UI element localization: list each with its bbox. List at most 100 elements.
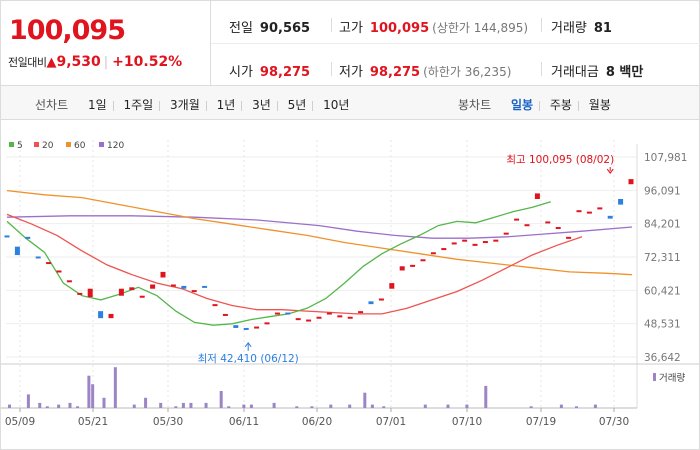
stat-value: 81: [593, 21, 612, 36]
candle: [358, 311, 364, 314]
candle: [472, 243, 478, 246]
stat-value: 98,275: [259, 65, 311, 80]
candle: [212, 304, 218, 307]
candle: [170, 284, 176, 287]
volume-bar: [144, 397, 148, 408]
volume-bar: [76, 406, 80, 408]
candle: [202, 285, 208, 288]
stat-trade-value: 거래대금 8 백만: [551, 61, 643, 80]
up-arrow-icon: ▲: [46, 55, 57, 70]
candle-period-monthly[interactable]: 월봉: [588, 98, 611, 112]
volume-bar: [348, 404, 352, 408]
stat-value: 98,275: [369, 65, 421, 80]
stat-label: 저가: [339, 65, 363, 80]
stat-low: 저가 98,275 (하한가 36,235): [339, 61, 511, 80]
stat-label: 거래량: [551, 21, 587, 36]
volume-bar: [102, 397, 106, 408]
volume-bar: [57, 404, 61, 408]
volume-bar: [45, 406, 49, 408]
y-tick-label: 96,091: [644, 185, 681, 197]
line-period-5y[interactable]: 5년: [287, 98, 307, 112]
stock-chart: 107,981 96,091 84,201 72,311 60,421 48,531 36,…: [0, 120, 700, 450]
legend-swatch: [66, 142, 71, 147]
volume-bar: [219, 391, 223, 408]
candle: [399, 266, 405, 271]
x-tick-label: 07/01: [376, 416, 406, 428]
candle: [524, 224, 530, 227]
candle: [46, 262, 52, 265]
candle: [264, 322, 270, 325]
candle: [77, 292, 83, 295]
volume-bar: [329, 404, 333, 408]
volume-bar: [132, 404, 136, 408]
volume-bar: [181, 402, 185, 408]
chart-canvas: 107,981 96,091 84,201 72,311 60,421 48,531 36,…: [1, 140, 699, 428]
volume-bar: [423, 404, 427, 408]
high-arrow-icon: [606, 168, 614, 174]
candle: [503, 232, 509, 235]
candle: [98, 311, 104, 319]
candle: [160, 271, 166, 278]
x-tick-label: 05/30: [153, 416, 183, 428]
x-tick-label: 05/21: [78, 416, 108, 428]
volume-bar: [465, 404, 469, 408]
candle: [441, 248, 447, 251]
line-period-1y[interactable]: 1년: [216, 98, 236, 112]
divider: [241, 100, 243, 111]
y-tick-label: 36,642: [644, 352, 681, 364]
upper-limit: (상한가 144,895): [432, 21, 529, 35]
quote-panel: 100,095 전일대비▲9,530 | +10.52% 전일 90,565 고가 10…: [0, 0, 700, 86]
volume-bar: [26, 394, 30, 408]
volume-bar: [8, 404, 11, 408]
legend-label: 60: [74, 141, 86, 151]
change-separator: |: [103, 55, 109, 70]
divider: [541, 62, 542, 76]
volume-bar: [295, 406, 299, 408]
volume-bar: [204, 402, 208, 408]
candle: [597, 207, 603, 210]
candle: [222, 313, 228, 316]
stat-label: 전일: [229, 21, 253, 36]
divider: [159, 100, 161, 111]
stat-label: 거래대금: [551, 65, 599, 80]
candle: [628, 179, 634, 185]
current-price: 100,095: [9, 15, 126, 46]
candle: [306, 319, 312, 322]
volume-bar: [272, 402, 276, 408]
line-period-3m[interactable]: 3개월: [170, 98, 200, 112]
candle-period-weekly[interactable]: 주봉: [549, 98, 572, 112]
candle: [493, 239, 499, 242]
stat-value: 90,565: [259, 21, 311, 36]
volume-bar: [68, 402, 72, 408]
change-percent: +10.52%: [112, 54, 183, 70]
candle: [451, 242, 457, 245]
divider: [331, 62, 332, 76]
volume-bar: [159, 402, 163, 408]
legend-label: 20: [42, 141, 54, 151]
volume-bar: [484, 385, 488, 408]
candle: [545, 221, 551, 224]
stat-label: 시가: [229, 65, 253, 80]
candle: [576, 210, 582, 213]
candle-period-daily[interactable]: 일봉: [510, 98, 534, 112]
line-period-3y[interactable]: 3년: [252, 98, 271, 112]
stat-label: 고가: [339, 21, 363, 36]
candle: [233, 325, 239, 328]
line-period-1w[interactable]: 1주일: [123, 98, 154, 112]
line-period-1d[interactable]: 1일: [87, 98, 107, 112]
line-period-10y[interactable]: 10년: [323, 98, 350, 112]
price-box: 100,095 전일대비▲9,530 | +10.52%: [1, 1, 211, 85]
stat-volume: 거래량 81: [551, 17, 612, 36]
y-tick-label: 48,531: [644, 319, 681, 331]
volume-bar: [529, 406, 533, 408]
x-tick-label: 07/30: [599, 416, 629, 428]
candle-chart-group: 봉차트 일봉 주봉 월봉: [458, 96, 617, 113]
candle: [514, 218, 520, 221]
divider: [312, 100, 314, 111]
x-tick-label: 07/10: [452, 416, 482, 428]
candle: [295, 318, 301, 321]
divider: [112, 100, 114, 111]
volume-bar: [446, 404, 450, 408]
candle: [191, 290, 197, 293]
candle: [56, 270, 62, 273]
